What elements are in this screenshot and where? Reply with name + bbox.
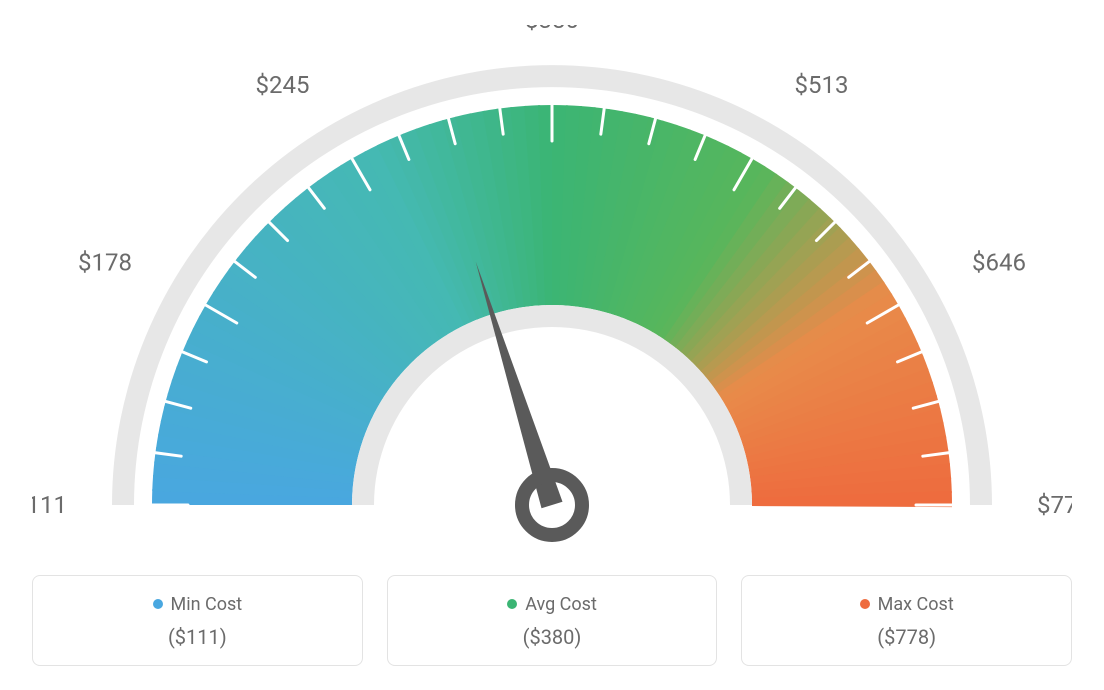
legend-value: ($778)	[754, 625, 1059, 649]
legend-label: Max Cost	[878, 594, 954, 615]
legend-label: Min Cost	[171, 594, 243, 615]
gauge-tick-label: $778	[1037, 491, 1072, 519]
gauge-tick-label: $178	[78, 248, 132, 276]
legend-card-max: Max Cost ($778)	[741, 575, 1072, 666]
legend-dot-max	[860, 599, 870, 609]
cost-gauge: $111 $178 $245 $380 $513 $646 $778	[32, 25, 1072, 565]
legend-label: Avg Cost	[525, 594, 597, 615]
legend-value: ($380)	[400, 625, 705, 649]
gauge-tick-label: $245	[256, 70, 310, 98]
gauge-tick-label: $513	[795, 70, 849, 98]
legend-card-min: Min Cost ($111)	[32, 575, 363, 666]
legend-title: Max Cost	[860, 594, 954, 615]
gauge-tick-label: $380	[525, 25, 579, 34]
legend-title: Avg Cost	[507, 594, 597, 615]
legend-value: ($111)	[45, 625, 350, 649]
legend-row: Min Cost ($111) Avg Cost ($380) Max Cost…	[32, 575, 1072, 666]
legend-dot-avg	[507, 599, 517, 609]
legend-dot-min	[153, 599, 163, 609]
legend-title: Min Cost	[153, 594, 243, 615]
gauge-tick-label: $646	[972, 248, 1026, 276]
legend-card-avg: Avg Cost ($380)	[387, 575, 718, 666]
gauge-tick-label: $111	[32, 491, 67, 519]
